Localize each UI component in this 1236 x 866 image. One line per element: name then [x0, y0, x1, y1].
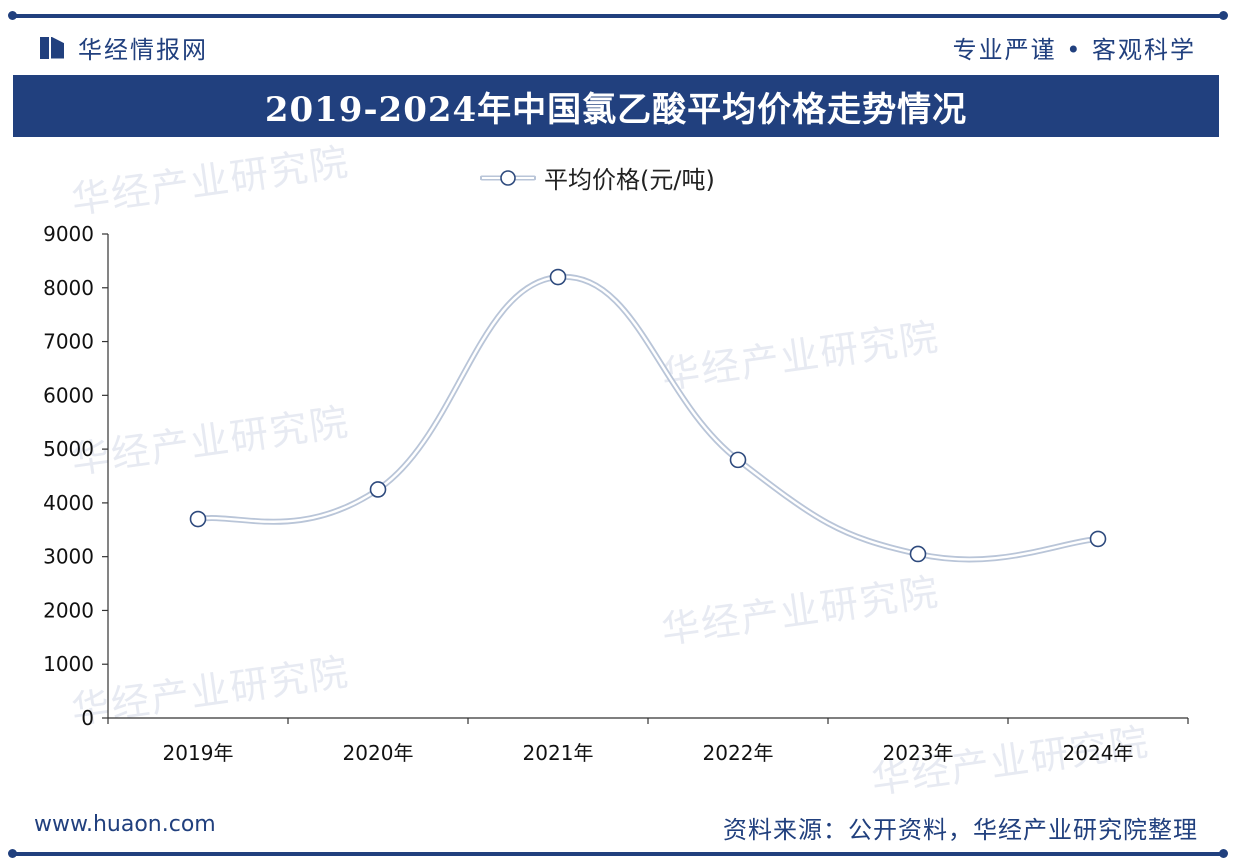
data-point: [1089, 530, 1107, 548]
y-tick-label: 5000: [43, 437, 94, 461]
y-tick-label: 8000: [43, 276, 94, 300]
slogan: 专业严谨 • 客观科学: [952, 36, 1196, 64]
source-note: 资料来源：公开资料，华经产业研究院整理: [723, 816, 1198, 844]
brand: 华经情报网: [38, 30, 208, 65]
chart-title: 2019-2024年中国氯乙酸平均价格走势情况: [264, 89, 968, 130]
top-border: [8, 11, 1228, 20]
brand-name: 华经情报网: [78, 36, 208, 64]
series-line: [197, 275, 1099, 561]
x-tick-label: 2019年: [163, 741, 234, 765]
bottom-border: [8, 849, 1228, 858]
data-point: [549, 268, 567, 286]
y-tick-label: 9000: [43, 222, 94, 246]
website-link[interactable]: www.huaon.com: [34, 812, 216, 837]
data-point: [369, 481, 387, 498]
data-point: [729, 451, 747, 469]
x-tick-label: 2021年: [523, 741, 594, 765]
y-tick-label: 0: [81, 706, 94, 730]
title-bar: 2019-2024年中国氯乙酸平均价格走势情况: [13, 75, 1219, 137]
x-tick-label: 2024年: [1063, 741, 1134, 765]
y-tick-label: 7000: [43, 330, 94, 354]
data-point: [909, 545, 927, 563]
brand-logo-icon: [38, 35, 68, 61]
y-tick-label: 3000: [43, 545, 94, 569]
y-tick-label: 1000: [43, 652, 94, 676]
x-tick-label: 2020年: [343, 741, 414, 765]
x-tick-label: 2023年: [883, 741, 954, 765]
legend-line-marker-icon: [480, 169, 536, 186]
x-tick-label: 2022年: [703, 741, 774, 765]
y-tick-label: 4000: [43, 491, 94, 515]
y-tick-label: 6000: [43, 383, 94, 407]
y-tick-label: 2000: [43, 598, 94, 622]
legend-label: 平均价格(元/吨): [544, 166, 715, 194]
series-line-outline: [195, 274, 1101, 563]
data-point: [189, 510, 207, 528]
legend: 平均价格(元/吨): [480, 160, 715, 195]
